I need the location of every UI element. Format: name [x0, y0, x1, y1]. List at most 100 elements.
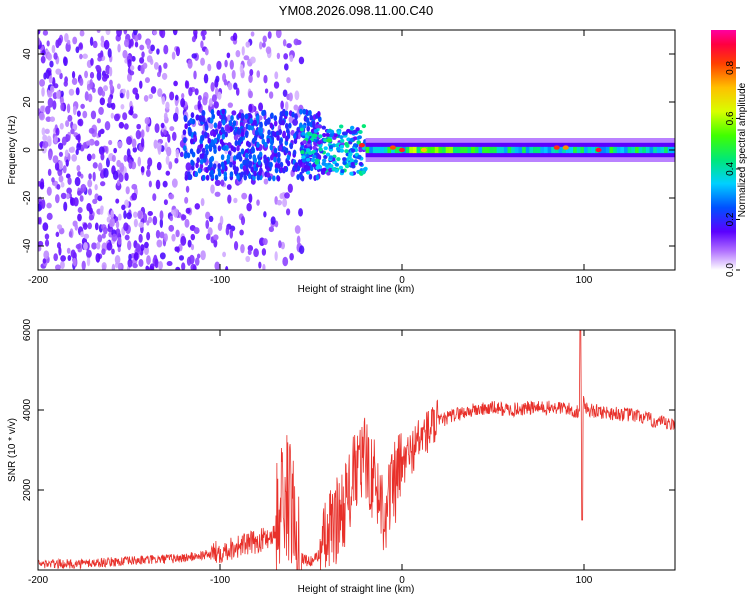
heatmap-cell	[84, 91, 89, 102]
heatmap-cell	[284, 192, 290, 199]
heatmap-cell	[300, 175, 305, 182]
heatmap-cell	[321, 125, 326, 130]
heatmap-cell	[323, 146, 328, 151]
heatmap-cell	[212, 234, 219, 241]
heatmap-cell	[294, 225, 301, 234]
heatmap-cell	[275, 30, 282, 39]
heatmap-cell	[38, 217, 42, 225]
heatmap-cell	[76, 164, 81, 172]
heatmap-cell	[236, 128, 241, 135]
heatmap-cell	[576, 146, 581, 154]
heatmap-cell	[239, 64, 244, 74]
heatmap-cell	[73, 197, 79, 207]
heatmap-cell	[361, 124, 367, 129]
heatmap-cell	[163, 62, 168, 69]
heatmap-cell	[204, 48, 209, 56]
heatmap-cell	[172, 112, 179, 123]
heatmap-cell	[247, 141, 252, 148]
heatmap-cell	[653, 146, 658, 154]
heatmap-cell	[227, 194, 232, 204]
heatmap-cell	[131, 138, 137, 149]
heatmap-cell	[197, 167, 202, 174]
heatmap-cell	[153, 139, 158, 149]
heatmap-cell	[121, 204, 126, 211]
colorbar-tick-label: 0.2	[725, 212, 736, 226]
heatmap-cell	[150, 86, 157, 94]
heatmap-cell	[87, 188, 92, 196]
heatmap-cell	[237, 112, 242, 119]
x-tick-label: 100	[576, 575, 593, 586]
heatmap-cell	[99, 97, 105, 106]
heatmap-cell	[90, 58, 94, 66]
heatmap-cell	[342, 161, 347, 166]
heatmap-cell	[60, 192, 67, 200]
heatmap-cell	[127, 58, 132, 68]
heatmap-cell	[199, 163, 204, 170]
heatmap-cell	[53, 52, 58, 60]
heatmap-cell	[59, 122, 64, 130]
heatmap-cell	[92, 171, 96, 182]
heatmap-cell	[57, 167, 63, 177]
heatmap-cell	[75, 148, 79, 156]
heatmap-cell	[565, 146, 570, 154]
heatmap-cell	[321, 161, 327, 166]
heatmap-cell	[241, 46, 245, 56]
heatmap-cell	[197, 99, 202, 110]
heatmap-cell	[138, 221, 145, 228]
heatmap-cell	[351, 130, 357, 135]
heatmap-cell	[183, 137, 187, 144]
heatmap-cell	[113, 147, 118, 154]
heatmap-cell	[493, 146, 498, 154]
heatmap-cell	[348, 152, 353, 157]
heatmap-cell	[250, 124, 254, 131]
heatmap-cell	[199, 158, 204, 165]
heatmap-cell	[322, 158, 327, 163]
heatmap-cell	[42, 140, 49, 149]
heatmap-cell	[188, 87, 193, 97]
heatmap-cell	[309, 114, 313, 121]
heatmap-cell	[339, 135, 344, 140]
heatmap-cell	[357, 135, 362, 140]
heatmap-cell	[173, 208, 179, 218]
heatmap-cell	[77, 207, 83, 214]
heatmap-cell	[279, 193, 284, 200]
heatmap-cell	[289, 143, 294, 150]
heatmap-cell	[77, 190, 82, 196]
heatmap-cell	[111, 263, 116, 270]
heatmap-cell	[318, 147, 323, 152]
heatmap-cell	[573, 146, 578, 154]
heatmap-cell	[79, 77, 84, 86]
heatmap-cell	[126, 136, 133, 145]
heatmap-cell	[62, 165, 67, 174]
heatmap-cell	[74, 176, 81, 187]
heatmap-cell	[283, 53, 289, 60]
heatmap-cell	[298, 56, 305, 65]
heatmap-cell	[616, 146, 621, 154]
heatmap-cell	[253, 248, 259, 258]
heatmap-cell	[216, 60, 222, 70]
heatmap-cell	[316, 140, 322, 145]
heatmap-cell	[55, 231, 60, 238]
heatmap-cell	[543, 146, 549, 154]
heatmap-cell	[317, 124, 323, 129]
heatmap-cell	[301, 131, 306, 136]
heatmap-cell	[106, 216, 111, 223]
heatmap-cell	[240, 215, 246, 226]
heatmap-cell	[70, 128, 75, 135]
heatmap-cell	[209, 130, 214, 137]
heatmap-cell	[116, 179, 121, 186]
heatmap-cell	[496, 146, 501, 154]
heatmap-cell	[284, 123, 289, 130]
heatmap-cell	[178, 255, 185, 261]
heatmap-cell	[183, 114, 188, 121]
heatmap-cell	[547, 146, 552, 154]
heatmap-cell	[77, 119, 82, 126]
heatmap-cell	[264, 141, 268, 148]
heatmap-cell	[39, 181, 45, 190]
heatmap-cell	[217, 163, 222, 170]
heatmap-cell	[41, 127, 46, 136]
heatmap-cell	[258, 151, 263, 158]
heatmap-cell	[154, 123, 160, 134]
heatmap-cell	[39, 78, 46, 87]
heatmap-cell	[143, 245, 149, 256]
